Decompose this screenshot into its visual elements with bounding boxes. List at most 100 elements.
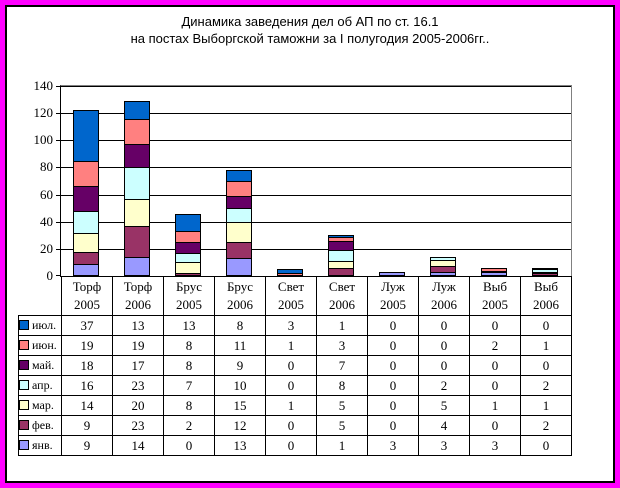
data-table: Торф 2005 Торф 2006 Брус 2005 Брус 2006 Свет 2005… — [18, 276, 572, 456]
category-year: 2005 — [278, 297, 304, 312]
value-cell: 0 — [367, 315, 419, 336]
category-name: Торф — [72, 279, 102, 294]
chart-canvas: Динамика заведения дел об АП по ст. 16.1… — [5, 5, 615, 483]
y-axis-tick-label: 40 — [40, 214, 53, 229]
legend-key-swatch — [19, 380, 29, 390]
value-cell: 18 — [61, 355, 113, 376]
category-name: Свет — [277, 279, 305, 294]
bar-segment — [226, 181, 252, 197]
bar-segment — [328, 268, 354, 276]
bar-segment — [73, 161, 99, 187]
bar-segment — [226, 242, 252, 259]
category-year: 2005 — [482, 297, 508, 312]
value-cell: 0 — [367, 335, 419, 356]
value-cell: 37 — [61, 315, 113, 336]
y-axis-tick — [56, 86, 60, 87]
value-cell: 7 — [316, 355, 368, 376]
value-cell: 0 — [520, 435, 572, 456]
bar-segment — [328, 250, 354, 262]
category-header: Выб 2006 — [520, 276, 572, 316]
value-cell: 9 — [61, 415, 113, 436]
bar-segment — [73, 186, 99, 212]
plot-area — [60, 85, 572, 277]
y-axis-tick — [56, 113, 60, 114]
value-cell: 2 — [418, 375, 470, 396]
value-cell: 0 — [469, 315, 521, 336]
y-axis-tick — [56, 195, 60, 196]
category-header: Торф 2006 — [112, 276, 164, 316]
bar-segment — [124, 167, 150, 200]
table-row: июл. 37 13 13 8 3 1 0 0 0 0 — [18, 315, 572, 336]
category-year: 2006 — [533, 297, 559, 312]
value-cell: 4 — [418, 415, 470, 436]
bar-segment — [328, 235, 354, 238]
value-cell: 0 — [418, 355, 470, 376]
table-row: янв. 9 14 0 13 0 1 3 3 3 0 — [18, 435, 572, 456]
bar-segment — [124, 226, 150, 258]
value-cell: 1 — [265, 395, 317, 416]
value-cell: 5 — [418, 395, 470, 416]
value-cell: 13 — [214, 435, 266, 456]
series-name: июл. — [32, 318, 57, 332]
category-name: Торф — [123, 279, 153, 294]
value-cell: 1 — [520, 395, 572, 416]
value-cell: 19 — [61, 335, 113, 356]
bar-segment — [328, 261, 354, 269]
bar-segment — [73, 264, 99, 276]
gridline — [61, 167, 571, 168]
gridline — [61, 86, 571, 87]
series-name: мар. — [32, 398, 54, 412]
value-cell: 1 — [265, 335, 317, 356]
legend-cell: мар. — [18, 395, 62, 416]
value-cell: 0 — [265, 375, 317, 396]
y-axis-tick-label: 140 — [33, 78, 54, 93]
series-name: фев. — [32, 418, 54, 432]
bar-segment — [124, 144, 150, 168]
category-name: Выб — [533, 279, 559, 294]
legend-key-swatch — [19, 400, 29, 410]
bar-segment — [430, 257, 456, 261]
value-cell: 0 — [265, 415, 317, 436]
category-header: Выб 2005 — [469, 276, 521, 316]
bar-segment — [73, 252, 99, 265]
y-axis-tick — [56, 140, 60, 141]
y-axis: 0 20 40 60 80 100 120 140 — [7, 78, 60, 283]
y-axis-tick-label: 60 — [40, 187, 53, 202]
value-cell: 9 — [214, 355, 266, 376]
category-header: Брус 2006 — [214, 276, 266, 316]
bar-segment — [175, 253, 201, 263]
category-name: Брус — [175, 279, 203, 294]
value-cell: 0 — [265, 435, 317, 456]
category-year: 2005 — [176, 297, 202, 312]
legend-key-swatch — [19, 340, 29, 350]
legend-key-swatch — [19, 320, 29, 330]
legend-cell: фев. — [18, 415, 62, 436]
bar-segment — [226, 258, 252, 276]
category-header: Свет 2005 — [265, 276, 317, 316]
value-cell: 0 — [469, 375, 521, 396]
legend-cell: янв. — [18, 435, 62, 456]
category-year: 2005 — [74, 297, 100, 312]
bar-segment — [124, 101, 150, 120]
value-cell: 3 — [316, 335, 368, 356]
value-cell: 11 — [214, 335, 266, 356]
value-cell: 0 — [367, 375, 419, 396]
legend-key-swatch — [19, 440, 29, 450]
y-axis-tick-label: 120 — [33, 105, 54, 120]
value-cell: 20 — [112, 395, 164, 416]
y-axis-tick — [56, 222, 60, 223]
value-cell: 3 — [418, 435, 470, 456]
category-year: 2006 — [125, 297, 151, 312]
bar-segment — [430, 260, 456, 267]
bar-segment — [175, 242, 201, 254]
value-cell: 2 — [469, 335, 521, 356]
value-cell: 0 — [469, 355, 521, 376]
value-cell: 8 — [163, 395, 215, 416]
value-cell: 13 — [163, 315, 215, 336]
bar-segment — [277, 269, 303, 274]
value-cell: 2 — [520, 415, 572, 436]
legend-key-swatch — [19, 360, 29, 370]
legend-cell: июн. — [18, 335, 62, 356]
value-cell: 1 — [316, 315, 368, 336]
value-cell: 16 — [61, 375, 113, 396]
